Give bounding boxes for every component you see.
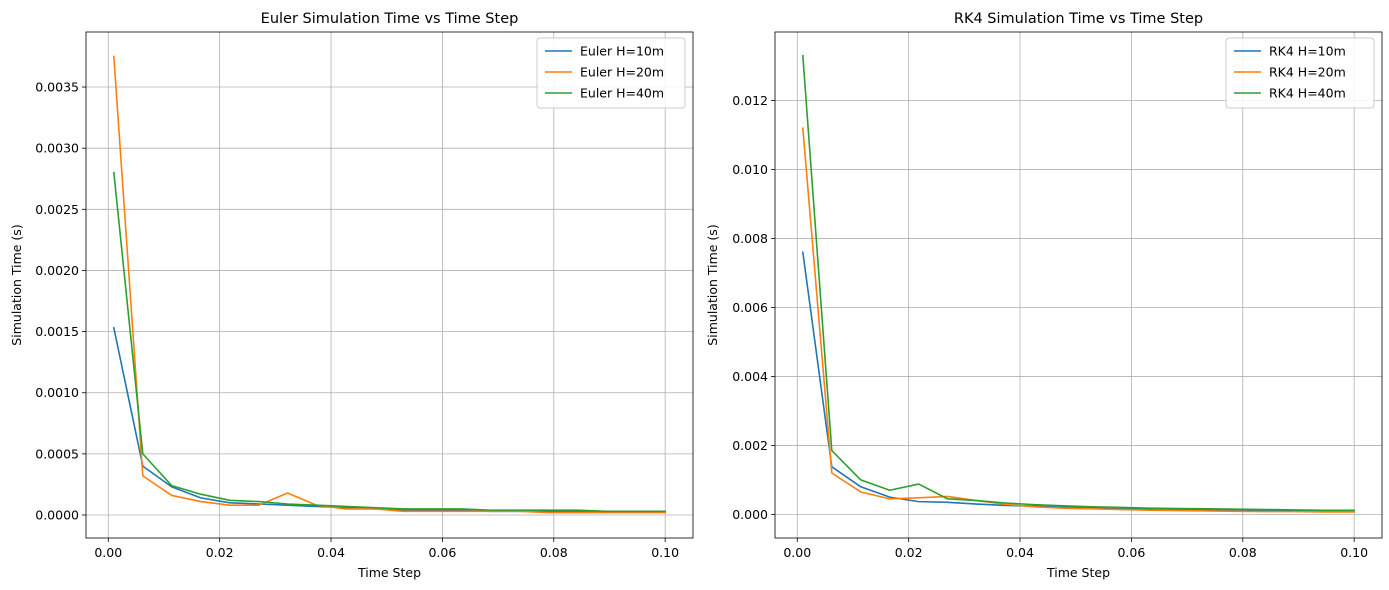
rk4-legend-label-2: RK4 H=20m	[1269, 65, 1346, 80]
euler-y-tick-label: 0.0030	[35, 141, 79, 156]
euler-x-axis-label: Time Step	[357, 565, 421, 580]
rk4-x-tick-label: 0.10	[1340, 545, 1368, 560]
rk4-y-ticks: 0.000 0.002 0.004 0.006 0.008 0.010 0.012	[732, 93, 775, 522]
rk4-series-line-2	[801, 127, 1355, 513]
euler-x-tick-label: 0.10	[651, 545, 679, 560]
rk4-chart-title: RK4 Simulation Time vs Time Step	[954, 11, 1203, 27]
euler-y-tick-label: 0.0025	[35, 202, 79, 217]
rk4-x-tick-label: 0.04	[1006, 545, 1034, 560]
rk4-x-axis-label: Time Step	[1046, 565, 1110, 580]
rk4-y-tick-label: 0.006	[732, 300, 768, 315]
euler-legend-label-3: Euler H=40m	[580, 86, 664, 101]
euler-x-tick-label: 0.08	[540, 545, 568, 560]
euler-legend-label-1: Euler H=10m	[580, 44, 664, 59]
rk4-x-tick-label: 0.08	[1229, 545, 1257, 560]
rk4-series-group	[801, 54, 1355, 513]
rk4-x-tick-label: 0.06	[1117, 545, 1145, 560]
euler-axes-frame	[85, 31, 694, 539]
euler-series-line-3	[112, 171, 666, 513]
euler-y-tick-label: 0.0000	[35, 508, 79, 523]
rk4-y-tick-label: 0.000	[732, 507, 768, 522]
euler-y-tick-label: 0.0015	[35, 324, 79, 339]
euler-x-tick-label: 0.06	[428, 545, 456, 560]
euler-legend-label-2: Euler H=20m	[580, 65, 664, 80]
rk4-x-tick-label: 0.00	[783, 545, 811, 560]
euler-series-group	[112, 55, 666, 514]
euler-x-tick-label: 0.04	[317, 545, 345, 560]
rk4-series-line-3	[801, 54, 1355, 512]
rk4-y-tick-label: 0.010	[732, 162, 768, 177]
rk4-x-ticks: 0.00 0.02 0.04 0.06 0.08 0.10	[783, 538, 1368, 560]
euler-y-tick-label: 0.0010	[35, 385, 79, 400]
euler-y-tick-label: 0.0020	[35, 263, 79, 278]
euler-legend: Euler H=10m Euler H=20m Euler H=40m	[536, 37, 686, 109]
rk4-axes-frame	[774, 31, 1383, 539]
euler-x-tick-label: 0.00	[94, 545, 122, 560]
euler-grid	[86, 32, 693, 538]
rk4-legend-label-1: RK4 H=10m	[1269, 44, 1346, 59]
euler-y-axis-label: Simulation Time (s)	[9, 224, 24, 345]
rk4-y-tick-label: 0.002	[732, 438, 768, 453]
euler-y-tick-label: 0.0005	[35, 446, 79, 461]
rk4-legend-box	[1225, 37, 1375, 109]
euler-series-line-2	[112, 55, 666, 514]
euler-y-tick-label: 0.0035	[35, 80, 79, 95]
rk4-series-line-1	[801, 251, 1355, 513]
euler-chart-title: Euler Simulation Time vs Time Step	[261, 11, 519, 27]
euler-legend-box	[536, 37, 686, 109]
rk4-y-tick-label: 0.004	[732, 369, 768, 384]
euler-x-tick-label: 0.02	[206, 545, 234, 560]
euler-subplot: Euler Simulation Time vs Time Step Time …	[9, 11, 694, 580]
rk4-grid	[775, 32, 1382, 538]
rk4-subplot: RK4 Simulation Time vs Time Step Time St…	[705, 11, 1383, 580]
rk4-y-tick-label: 0.012	[732, 93, 768, 108]
rk4-y-axis-label: Simulation Time (s)	[705, 224, 720, 345]
euler-x-ticks: 0.00 0.02 0.04 0.06 0.08 0.10	[94, 538, 679, 560]
rk4-y-tick-label: 0.008	[732, 231, 768, 246]
rk4-legend: RK4 H=10m RK4 H=20m RK4 H=40m	[1225, 37, 1375, 109]
euler-y-ticks: 0.0000 0.0005 0.0010 0.0015 0.0020 0.0025 0.00…	[35, 80, 86, 523]
rk4-legend-label-3: RK4 H=40m	[1269, 86, 1346, 101]
rk4-x-tick-label: 0.02	[895, 545, 923, 560]
